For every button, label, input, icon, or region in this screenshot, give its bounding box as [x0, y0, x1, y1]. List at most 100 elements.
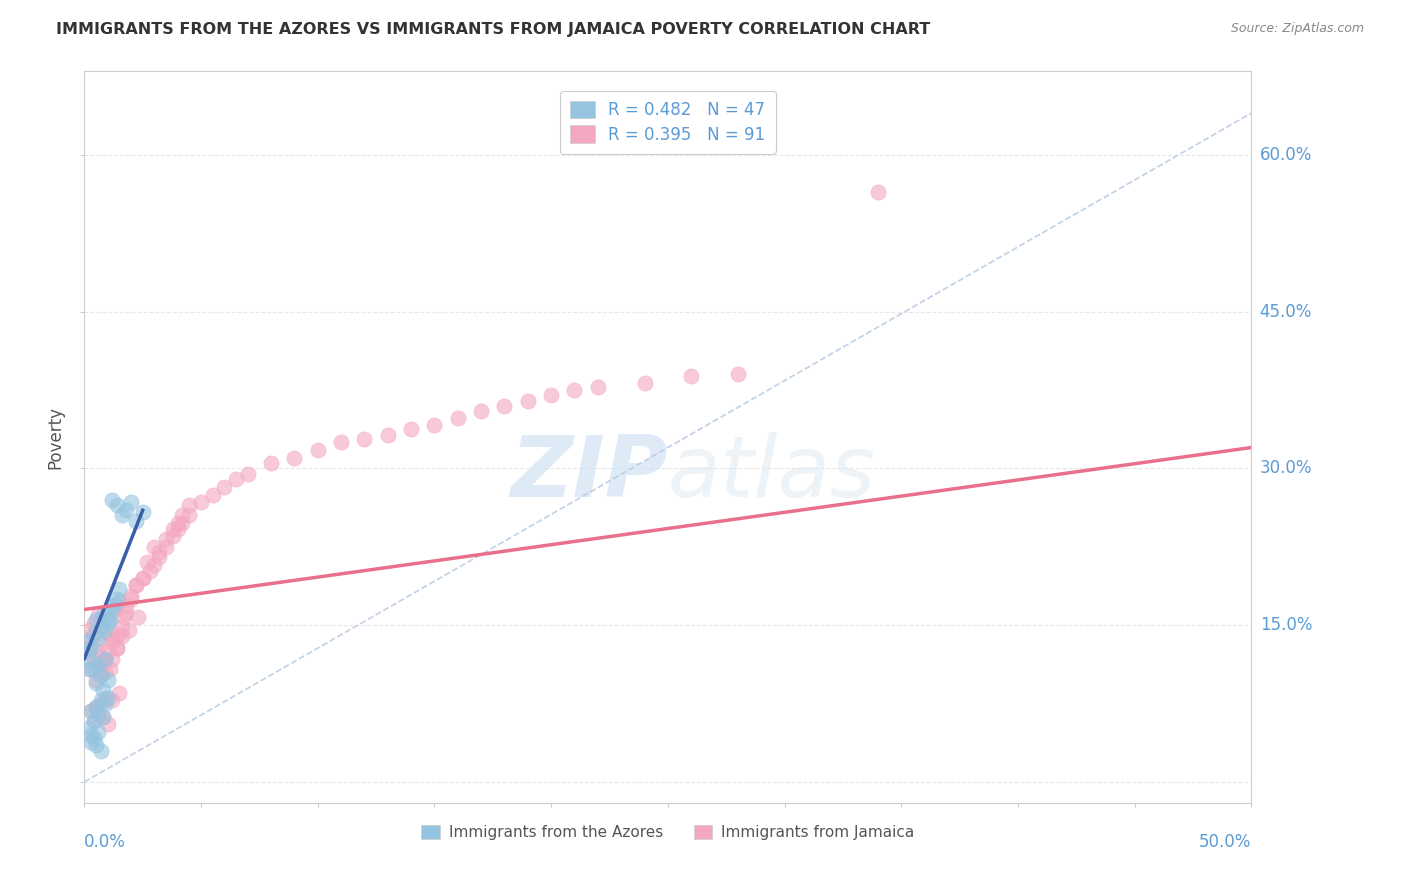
Point [80, 728, 103, 742]
Text: 30.0%: 30.0% [1260, 459, 1312, 477]
Point [353, 432, 375, 446]
Point [155, 533, 177, 547]
Point [108, 626, 131, 640]
Point [104, 631, 127, 645]
Point [83, 714, 105, 729]
Point [94, 691, 117, 706]
Point [132, 505, 155, 519]
Point [115, 606, 138, 620]
Point [77, 624, 100, 638]
Point [179, 508, 201, 523]
Point [190, 495, 212, 509]
Point [87, 657, 110, 672]
Point [80, 704, 103, 718]
Point [83, 731, 105, 745]
Point [98, 662, 121, 676]
Point [90, 697, 112, 711]
Point [94, 697, 117, 711]
Point [172, 516, 194, 530]
Point [91, 607, 114, 622]
Point [115, 503, 138, 517]
Point [214, 480, 236, 494]
Point [236, 467, 259, 481]
Point [91, 710, 114, 724]
Point [423, 417, 446, 432]
Point [115, 599, 138, 614]
Y-axis label: Poverty: Poverty [46, 406, 65, 468]
Point [94, 665, 117, 680]
Point [105, 641, 128, 656]
Point [143, 558, 166, 572]
Text: 60.0%: 60.0% [1260, 146, 1312, 164]
Point [84, 739, 107, 753]
Point [201, 487, 224, 501]
Point [87, 607, 110, 622]
Point [727, 368, 749, 382]
Point [179, 498, 201, 512]
Point [83, 626, 105, 640]
Point [91, 620, 114, 634]
Point [90, 743, 112, 757]
Point [90, 693, 112, 707]
Point [98, 626, 121, 640]
Point [155, 540, 177, 554]
Text: 15.0%: 15.0% [1260, 616, 1312, 634]
Point [97, 644, 120, 658]
Point [101, 633, 124, 648]
Point [90, 668, 112, 682]
Legend: Immigrants from the Azores, Immigrants from Jamaica: Immigrants from the Azores, Immigrants f… [415, 819, 921, 847]
Point [104, 602, 127, 616]
Point [98, 613, 121, 627]
Point [108, 595, 131, 609]
Point [166, 516, 188, 530]
Point [172, 508, 194, 523]
Point [91, 710, 114, 724]
Text: Source: ZipAtlas.com: Source: ZipAtlas.com [1230, 22, 1364, 36]
Point [97, 717, 120, 731]
Point [101, 693, 124, 707]
Point [87, 631, 110, 645]
Point [94, 651, 117, 665]
Point [120, 592, 142, 607]
Point [80, 704, 103, 718]
Text: IMMIGRANTS FROM THE AZORES VS IMMIGRANTS FROM JAMAICA POVERTY CORRELATION CHART: IMMIGRANTS FROM THE AZORES VS IMMIGRANTS… [56, 22, 931, 37]
Point [84, 675, 107, 690]
Point [111, 508, 134, 523]
Point [84, 699, 107, 714]
Point [118, 624, 141, 638]
Point [125, 578, 148, 592]
Point [83, 662, 105, 676]
Point [98, 606, 121, 620]
Point [148, 550, 170, 565]
Point [127, 609, 149, 624]
Point [162, 522, 184, 536]
Point [80, 641, 103, 656]
Point [633, 376, 655, 390]
Point [97, 613, 120, 627]
Point [80, 662, 103, 676]
Point [586, 380, 609, 394]
Point [540, 388, 562, 402]
Point [105, 592, 128, 607]
Point [470, 404, 492, 418]
Text: ZIP: ZIP [510, 432, 668, 516]
Point [91, 682, 114, 697]
Point [108, 582, 131, 596]
Point [87, 706, 110, 721]
Text: 45.0%: 45.0% [1260, 302, 1312, 321]
Point [681, 369, 703, 384]
Point [97, 691, 120, 706]
Point [90, 668, 112, 682]
Point [77, 644, 100, 658]
Point [494, 399, 516, 413]
Point [143, 540, 166, 554]
Text: 0.0%: 0.0% [84, 833, 127, 851]
Point [94, 624, 117, 638]
Point [83, 651, 105, 665]
Point [162, 529, 184, 543]
Point [105, 641, 128, 656]
Point [564, 383, 586, 397]
Point [283, 450, 305, 465]
Point [77, 721, 100, 735]
Point [148, 545, 170, 559]
